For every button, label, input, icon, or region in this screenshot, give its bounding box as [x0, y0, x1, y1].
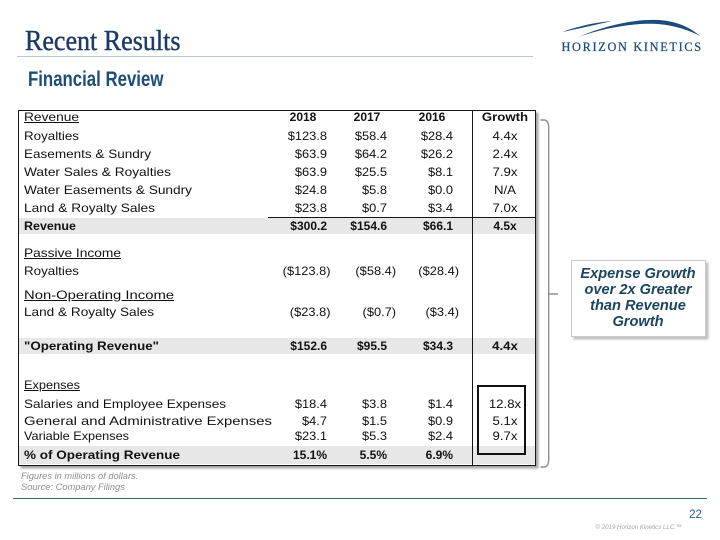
svg-text:HORIZON KINETICS: HORIZON KINETICS: [562, 40, 703, 54]
